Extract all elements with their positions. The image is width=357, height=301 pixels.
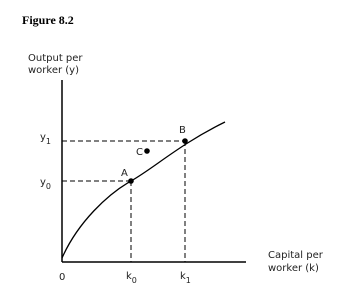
x-tick-label: k1	[180, 271, 191, 285]
y-tick-label: y1	[40, 132, 51, 146]
tick-base: y	[40, 132, 46, 143]
y-axis-label: worker (y)	[28, 65, 79, 76]
x-tick-label: k0	[126, 271, 137, 285]
point-label: A	[121, 168, 128, 179]
point	[144, 148, 150, 154]
tick-base: k	[126, 271, 132, 282]
tick-sub: 1	[46, 137, 51, 146]
x-axis-label: Capital per	[268, 250, 324, 261]
y-tick-label: y0	[40, 177, 51, 191]
tick-sub: 0	[132, 276, 137, 285]
tick-base: y	[40, 177, 46, 188]
y-axis-label: Output per	[28, 53, 83, 64]
figure-label: Figure 8.2	[22, 13, 74, 27]
origin-label: 0	[59, 272, 65, 283]
production-curve	[61, 121, 226, 259]
x-axis-label: worker (k)	[268, 263, 319, 274]
tick-base: k	[180, 271, 186, 282]
tick-sub: 0	[46, 182, 51, 191]
tick-sub: 1	[186, 276, 191, 285]
point-label: C	[136, 147, 143, 158]
point	[128, 178, 134, 184]
point	[182, 138, 188, 144]
point-label: B	[179, 125, 186, 136]
